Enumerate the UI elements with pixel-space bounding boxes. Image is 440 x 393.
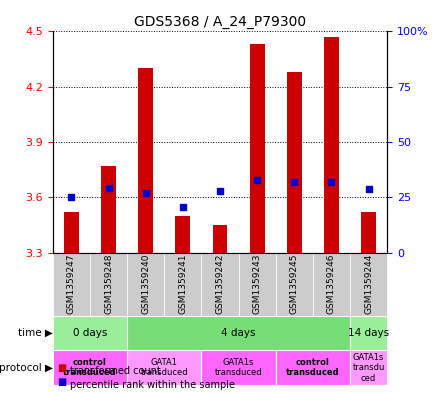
FancyBboxPatch shape: [90, 252, 127, 316]
Bar: [101, 166, 116, 252]
Bar: [324, 37, 339, 252]
FancyBboxPatch shape: [164, 252, 202, 316]
Text: GSM1359248: GSM1359248: [104, 254, 113, 314]
FancyBboxPatch shape: [350, 316, 387, 351]
FancyBboxPatch shape: [53, 351, 127, 385]
Text: control
transduced: control transduced: [286, 358, 340, 377]
FancyBboxPatch shape: [276, 252, 313, 316]
FancyBboxPatch shape: [127, 316, 350, 351]
Text: control
transduced: control transduced: [63, 358, 117, 377]
Text: time ▶: time ▶: [18, 328, 53, 338]
Bar: [138, 68, 153, 252]
Bar: [64, 212, 79, 252]
Text: 14 days: 14 days: [348, 328, 389, 338]
Text: ■: ■: [57, 377, 66, 387]
Text: GSM1359244: GSM1359244: [364, 254, 373, 314]
Bar: [287, 72, 302, 252]
Text: GSM1359240: GSM1359240: [141, 254, 150, 314]
Text: GATA1
transduced: GATA1 transduced: [140, 358, 188, 377]
Text: protocol ▶: protocol ▶: [0, 363, 53, 373]
FancyBboxPatch shape: [127, 351, 202, 385]
Text: GSM1359243: GSM1359243: [253, 254, 262, 314]
Text: GSM1359247: GSM1359247: [67, 254, 76, 314]
Text: GATA1s
transduced: GATA1s transduced: [215, 358, 262, 377]
FancyBboxPatch shape: [350, 252, 387, 316]
FancyBboxPatch shape: [350, 351, 387, 385]
FancyBboxPatch shape: [53, 252, 90, 316]
FancyBboxPatch shape: [53, 316, 127, 351]
Text: GSM1359241: GSM1359241: [178, 254, 187, 314]
Text: GSM1359242: GSM1359242: [216, 254, 224, 314]
Text: transformed count: transformed count: [70, 366, 161, 376]
Bar: [176, 216, 190, 252]
FancyBboxPatch shape: [202, 252, 238, 316]
Text: GATA1s
transdu
ced: GATA1s transdu ced: [352, 353, 385, 383]
FancyBboxPatch shape: [202, 351, 276, 385]
Text: 0 days: 0 days: [73, 328, 107, 338]
Bar: [361, 212, 376, 252]
FancyBboxPatch shape: [313, 252, 350, 316]
FancyBboxPatch shape: [238, 252, 276, 316]
Text: GSM1359245: GSM1359245: [290, 254, 299, 314]
Title: GDS5368 / A_24_P79300: GDS5368 / A_24_P79300: [134, 15, 306, 29]
Text: percentile rank within the sample: percentile rank within the sample: [70, 380, 235, 390]
Text: 4 days: 4 days: [221, 328, 256, 338]
Bar: [250, 44, 264, 252]
FancyBboxPatch shape: [127, 252, 164, 316]
FancyBboxPatch shape: [276, 351, 350, 385]
Text: ■: ■: [57, 364, 66, 373]
Bar: [213, 225, 227, 252]
Text: GSM1359246: GSM1359246: [327, 254, 336, 314]
